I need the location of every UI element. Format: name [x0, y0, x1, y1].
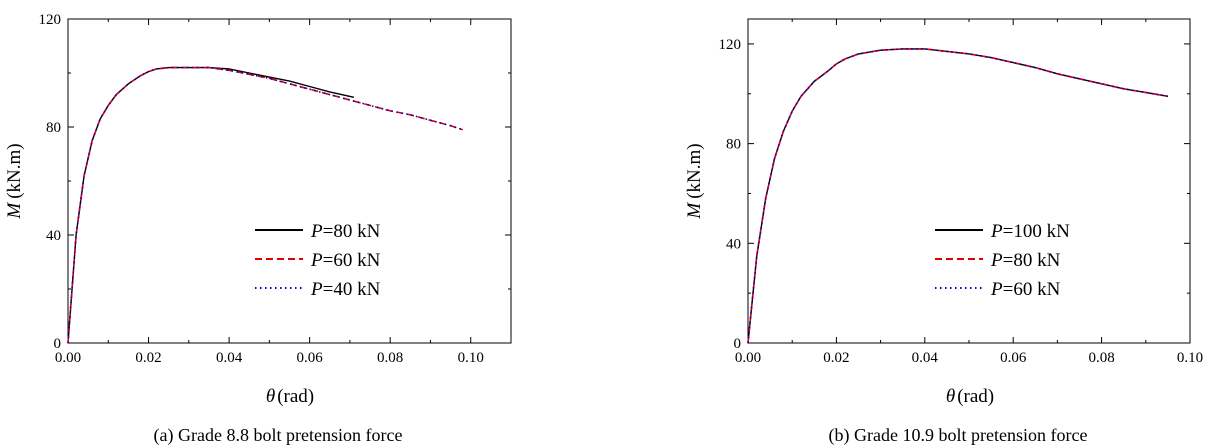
- y-axis-title: M (kN.m): [684, 143, 705, 219]
- x-tick-label: 0.08: [377, 350, 403, 366]
- y-tick-label: 80: [726, 137, 741, 153]
- legend-label-2: P=60 kN: [310, 250, 381, 271]
- x-axis-unit: (rad): [277, 386, 314, 407]
- x-tick-label: 0.10: [458, 350, 484, 366]
- y-axis-symbol: M: [684, 202, 705, 220]
- y-axis-symbol: M: [4, 202, 25, 220]
- y-tick-label: 40: [46, 228, 61, 244]
- x-tick-label: 0.04: [216, 350, 243, 366]
- series-line-3: [67, 66, 463, 344]
- legend-value: =100 kN: [1003, 221, 1070, 242]
- series-line-2: [67, 66, 463, 344]
- legend-symbol: P: [310, 221, 323, 242]
- legend-symbol: P: [990, 221, 1003, 242]
- series-line-1: [67, 66, 355, 344]
- legend-label-3: P=60 kN: [990, 279, 1061, 300]
- x-axis-unit: (rad): [957, 386, 994, 407]
- legend-label-2: P=80 kN: [990, 250, 1061, 271]
- legend-value: =80 kN: [1003, 250, 1061, 271]
- figure-caption: (a) Grade 8.8 bolt pretension force: [154, 425, 403, 446]
- y-axis-unit: (kN.m): [684, 143, 705, 198]
- plot-frame: [747, 18, 1191, 344]
- legend-value: =60 kN: [323, 250, 381, 271]
- series-line-1: [747, 48, 1169, 344]
- y-tick-label: 0: [54, 336, 62, 352]
- y-axis-title: M (kN.m): [4, 143, 25, 219]
- legend-value: =40 kN: [323, 279, 381, 300]
- series-line-3: [747, 48, 1169, 344]
- x-tick-label: 0.00: [55, 350, 81, 366]
- figure-caption: (b) Grade 10.9 bolt pretension force: [829, 425, 1088, 446]
- legend-value: =80 kN: [323, 221, 381, 242]
- legend-label-1: P=100 kN: [990, 221, 1070, 242]
- legend-symbol: P: [310, 250, 323, 271]
- legend-label-1: P=80 kN: [310, 221, 381, 242]
- y-tick-label: 120: [39, 12, 62, 28]
- y-axis-unit: (kN.m): [4, 143, 25, 198]
- x-axis-symbol: θ: [946, 386, 955, 407]
- x-tick-label: 0.06: [1000, 350, 1027, 366]
- x-tick-label: 0.04: [912, 350, 939, 366]
- chart-panel-2: 0.00 0.02 0.04 0.06 0.08 0.10 0 40 80 120 θ (rad) M (…: [684, 18, 1203, 446]
- legend-symbol: P: [990, 250, 1003, 271]
- y-tick-label: 40: [726, 236, 741, 252]
- chart-panel-1: 0.00 0.02 0.04 0.06 0.08 0.10 0 40 80 120 θ (rad) M (…: [4, 12, 512, 446]
- x-tick-label: 0.08: [1088, 350, 1114, 366]
- x-axis-symbol: θ: [266, 386, 275, 407]
- x-tick-label: 0.02: [823, 350, 849, 366]
- plot-frame: [67, 18, 512, 344]
- series-line-2: [747, 48, 1169, 344]
- x-tick-label: 0.10: [1177, 350, 1203, 366]
- legend-symbol: P: [310, 279, 323, 300]
- x-axis-title: θ (rad): [946, 386, 994, 407]
- legend-label-3: P=40 kN: [310, 279, 381, 300]
- x-tick-label: 0.06: [297, 350, 324, 366]
- x-axis-title: θ (rad): [266, 386, 314, 407]
- x-tick-label: 0.02: [135, 350, 161, 366]
- y-tick-label: 120: [719, 37, 742, 53]
- y-tick-label: 0: [734, 336, 742, 352]
- x-tick-label: 0.00: [735, 350, 761, 366]
- legend-value: =60 kN: [1003, 279, 1061, 300]
- legend-symbol: P: [990, 279, 1003, 300]
- y-tick-label: 80: [46, 120, 61, 136]
